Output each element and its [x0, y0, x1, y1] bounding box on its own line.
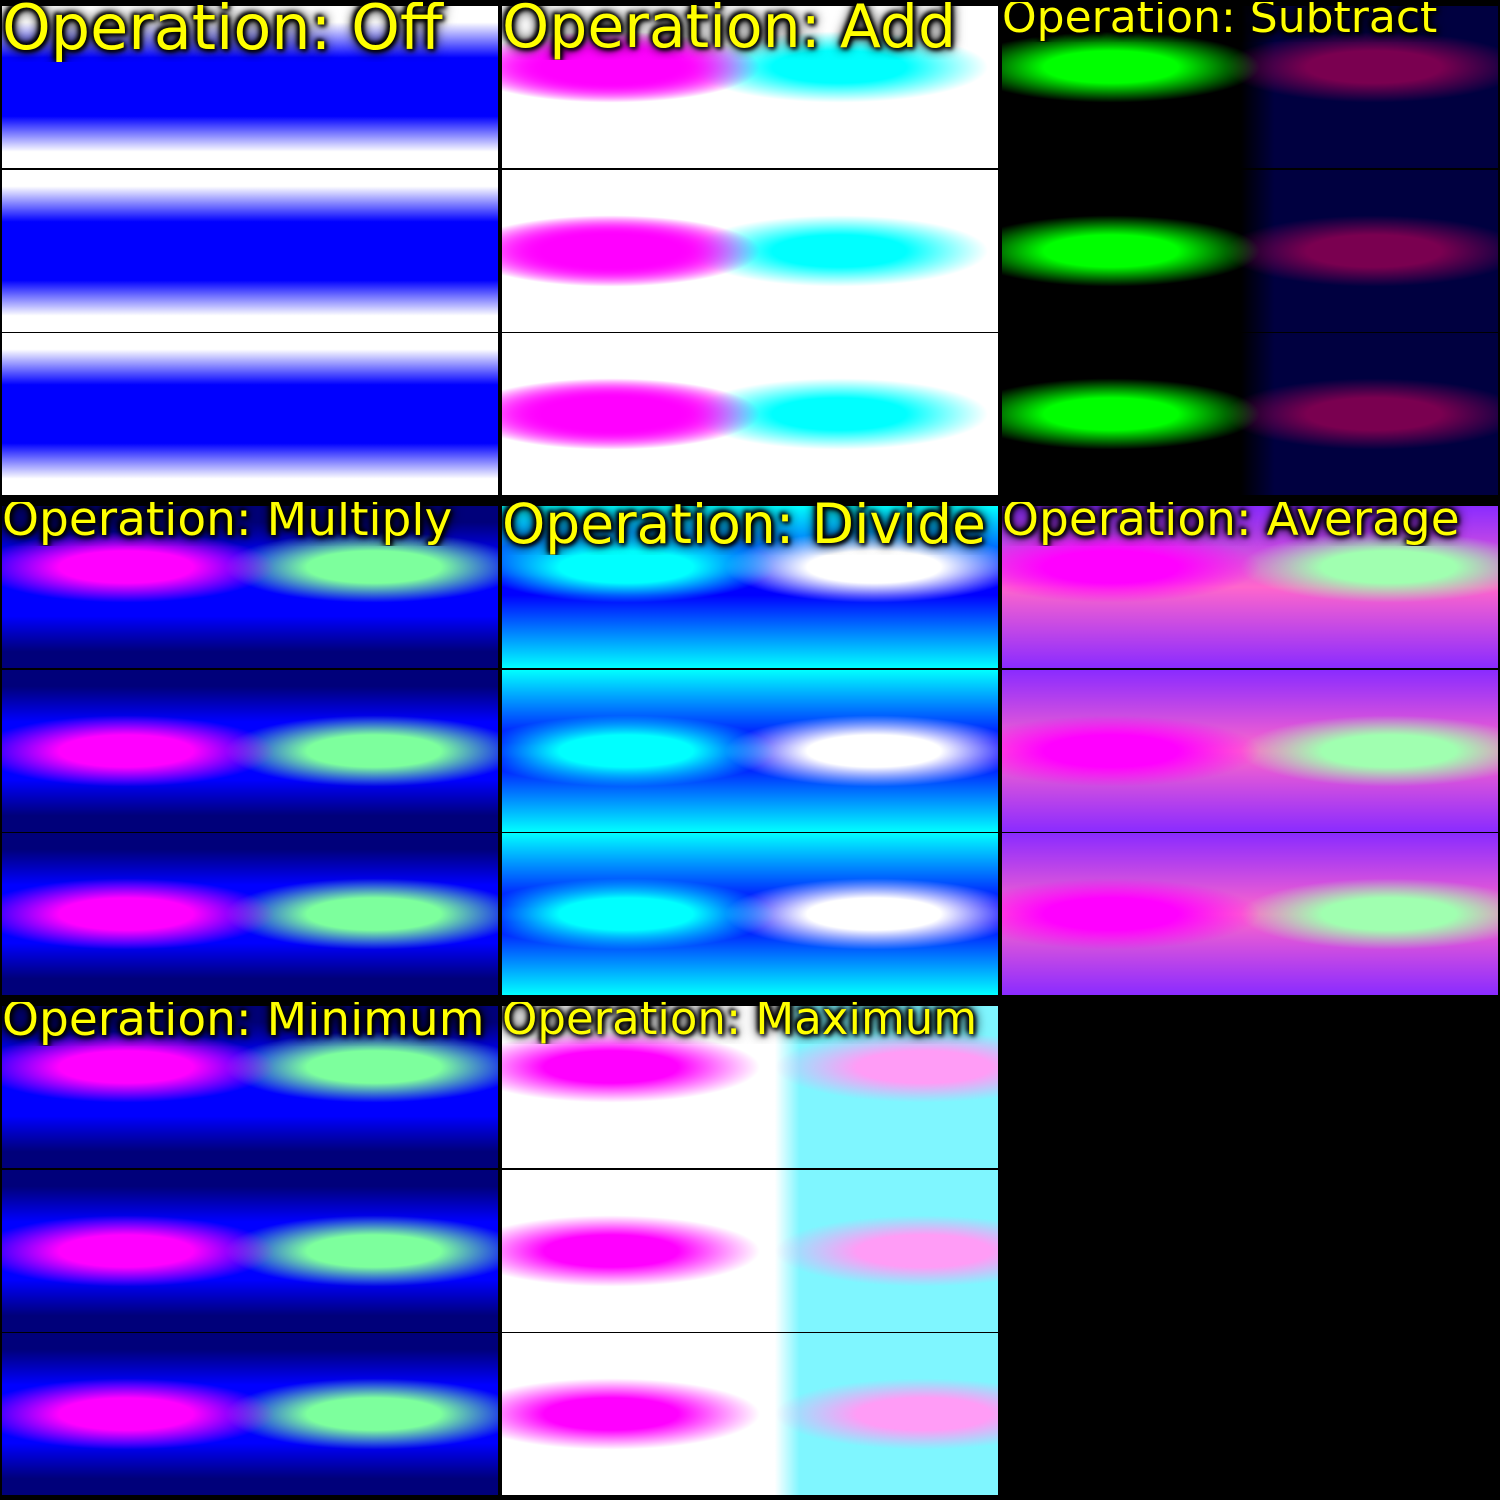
- gradient-stripe: [502, 1170, 998, 1332]
- operation-label: Operation: Multiply: [2, 502, 453, 546]
- operation-tile-add: Operation: Add: [502, 2, 998, 498]
- stripe-lens: [1002, 506, 1498, 648]
- stripe-lens: [502, 6, 998, 148]
- gradient-stripe: [2, 1006, 498, 1168]
- gradient-stripe: [1002, 833, 1498, 995]
- gradient-stripe: [502, 6, 998, 168]
- operation-tile-multiply: Operation: Multiply: [2, 502, 498, 998]
- gradient-stripe: [502, 170, 998, 332]
- stripe-lens: [2, 670, 498, 832]
- stripe-lens: [502, 1006, 998, 1148]
- stripe-lens: [2, 506, 498, 648]
- gradient-stripe: [2, 833, 498, 995]
- stripe-lens: [2, 1170, 498, 1332]
- stripe-lens: [2, 1006, 498, 1148]
- stripe-lens: [502, 170, 998, 332]
- gradient-stripe: [1002, 6, 1498, 168]
- operation-label: Operation: Off: [2, 2, 443, 63]
- operation-tile-subtract: Operation: Subtract: [1002, 2, 1498, 498]
- gradient-stripe: [502, 670, 998, 832]
- operation-tile-maximum: Operation: Maximum: [502, 1002, 998, 1498]
- stripe-lens: [2, 1333, 498, 1495]
- operation-label: Operation: Maximum: [502, 1002, 978, 1044]
- operation-tile-average: Operation: Average: [1002, 502, 1498, 998]
- operation-label: Operation: Subtract: [1002, 2, 1438, 43]
- gradient-stripe: [2, 333, 498, 495]
- stripe-lens: [502, 1170, 998, 1332]
- stripe-lens: [2, 833, 498, 995]
- gradient-stripe: [2, 1170, 498, 1332]
- operation-tile-off: Operation: Off: [2, 2, 498, 498]
- gradient-stripe: [502, 333, 998, 495]
- gradient-stripe: [1002, 670, 1498, 832]
- gradient-stripe: [2, 1333, 498, 1495]
- stripe-lens: [1002, 6, 1498, 148]
- operation-label: Operation: Average: [1002, 502, 1460, 546]
- gradient-stripe: [2, 670, 498, 832]
- gradient-stripe: [1002, 506, 1498, 668]
- operation-label: Operation: Add: [502, 2, 957, 60]
- stripe-lens: [502, 506, 998, 648]
- gradient-stripe: [2, 506, 498, 668]
- stripe-lens: [502, 833, 998, 995]
- stripe-base: [2, 170, 498, 332]
- gradient-stripe: [2, 6, 498, 168]
- stripe-base: [2, 6, 498, 168]
- operation-tile-minimum: Operation: Minimum: [2, 1002, 498, 1498]
- gradient-stripe: [1002, 333, 1498, 495]
- stripe-lens: [1002, 833, 1498, 995]
- operation-label: Operation: Minimum: [2, 1002, 485, 1046]
- gradient-stripe: [2, 170, 498, 332]
- operation-label: Operation: Divide: [502, 502, 986, 555]
- stripe-base: [2, 333, 498, 495]
- stripe-lens: [502, 333, 998, 495]
- gradient-stripe: [502, 1333, 998, 1495]
- gradient-stripe: [502, 506, 998, 668]
- stripe-lens: [502, 1333, 998, 1495]
- operation-tile-divide: Operation: Divide: [502, 502, 998, 998]
- empty-tile: [1002, 1002, 1498, 1498]
- gradient-stripe: [502, 1006, 998, 1168]
- stripe-lens: [1002, 670, 1498, 832]
- gradient-stripe: [1002, 170, 1498, 332]
- stripe-lens: [1002, 333, 1498, 495]
- stripe-lens: [502, 670, 998, 832]
- gradient-stripe: [502, 833, 998, 995]
- stripe-lens: [1002, 170, 1498, 332]
